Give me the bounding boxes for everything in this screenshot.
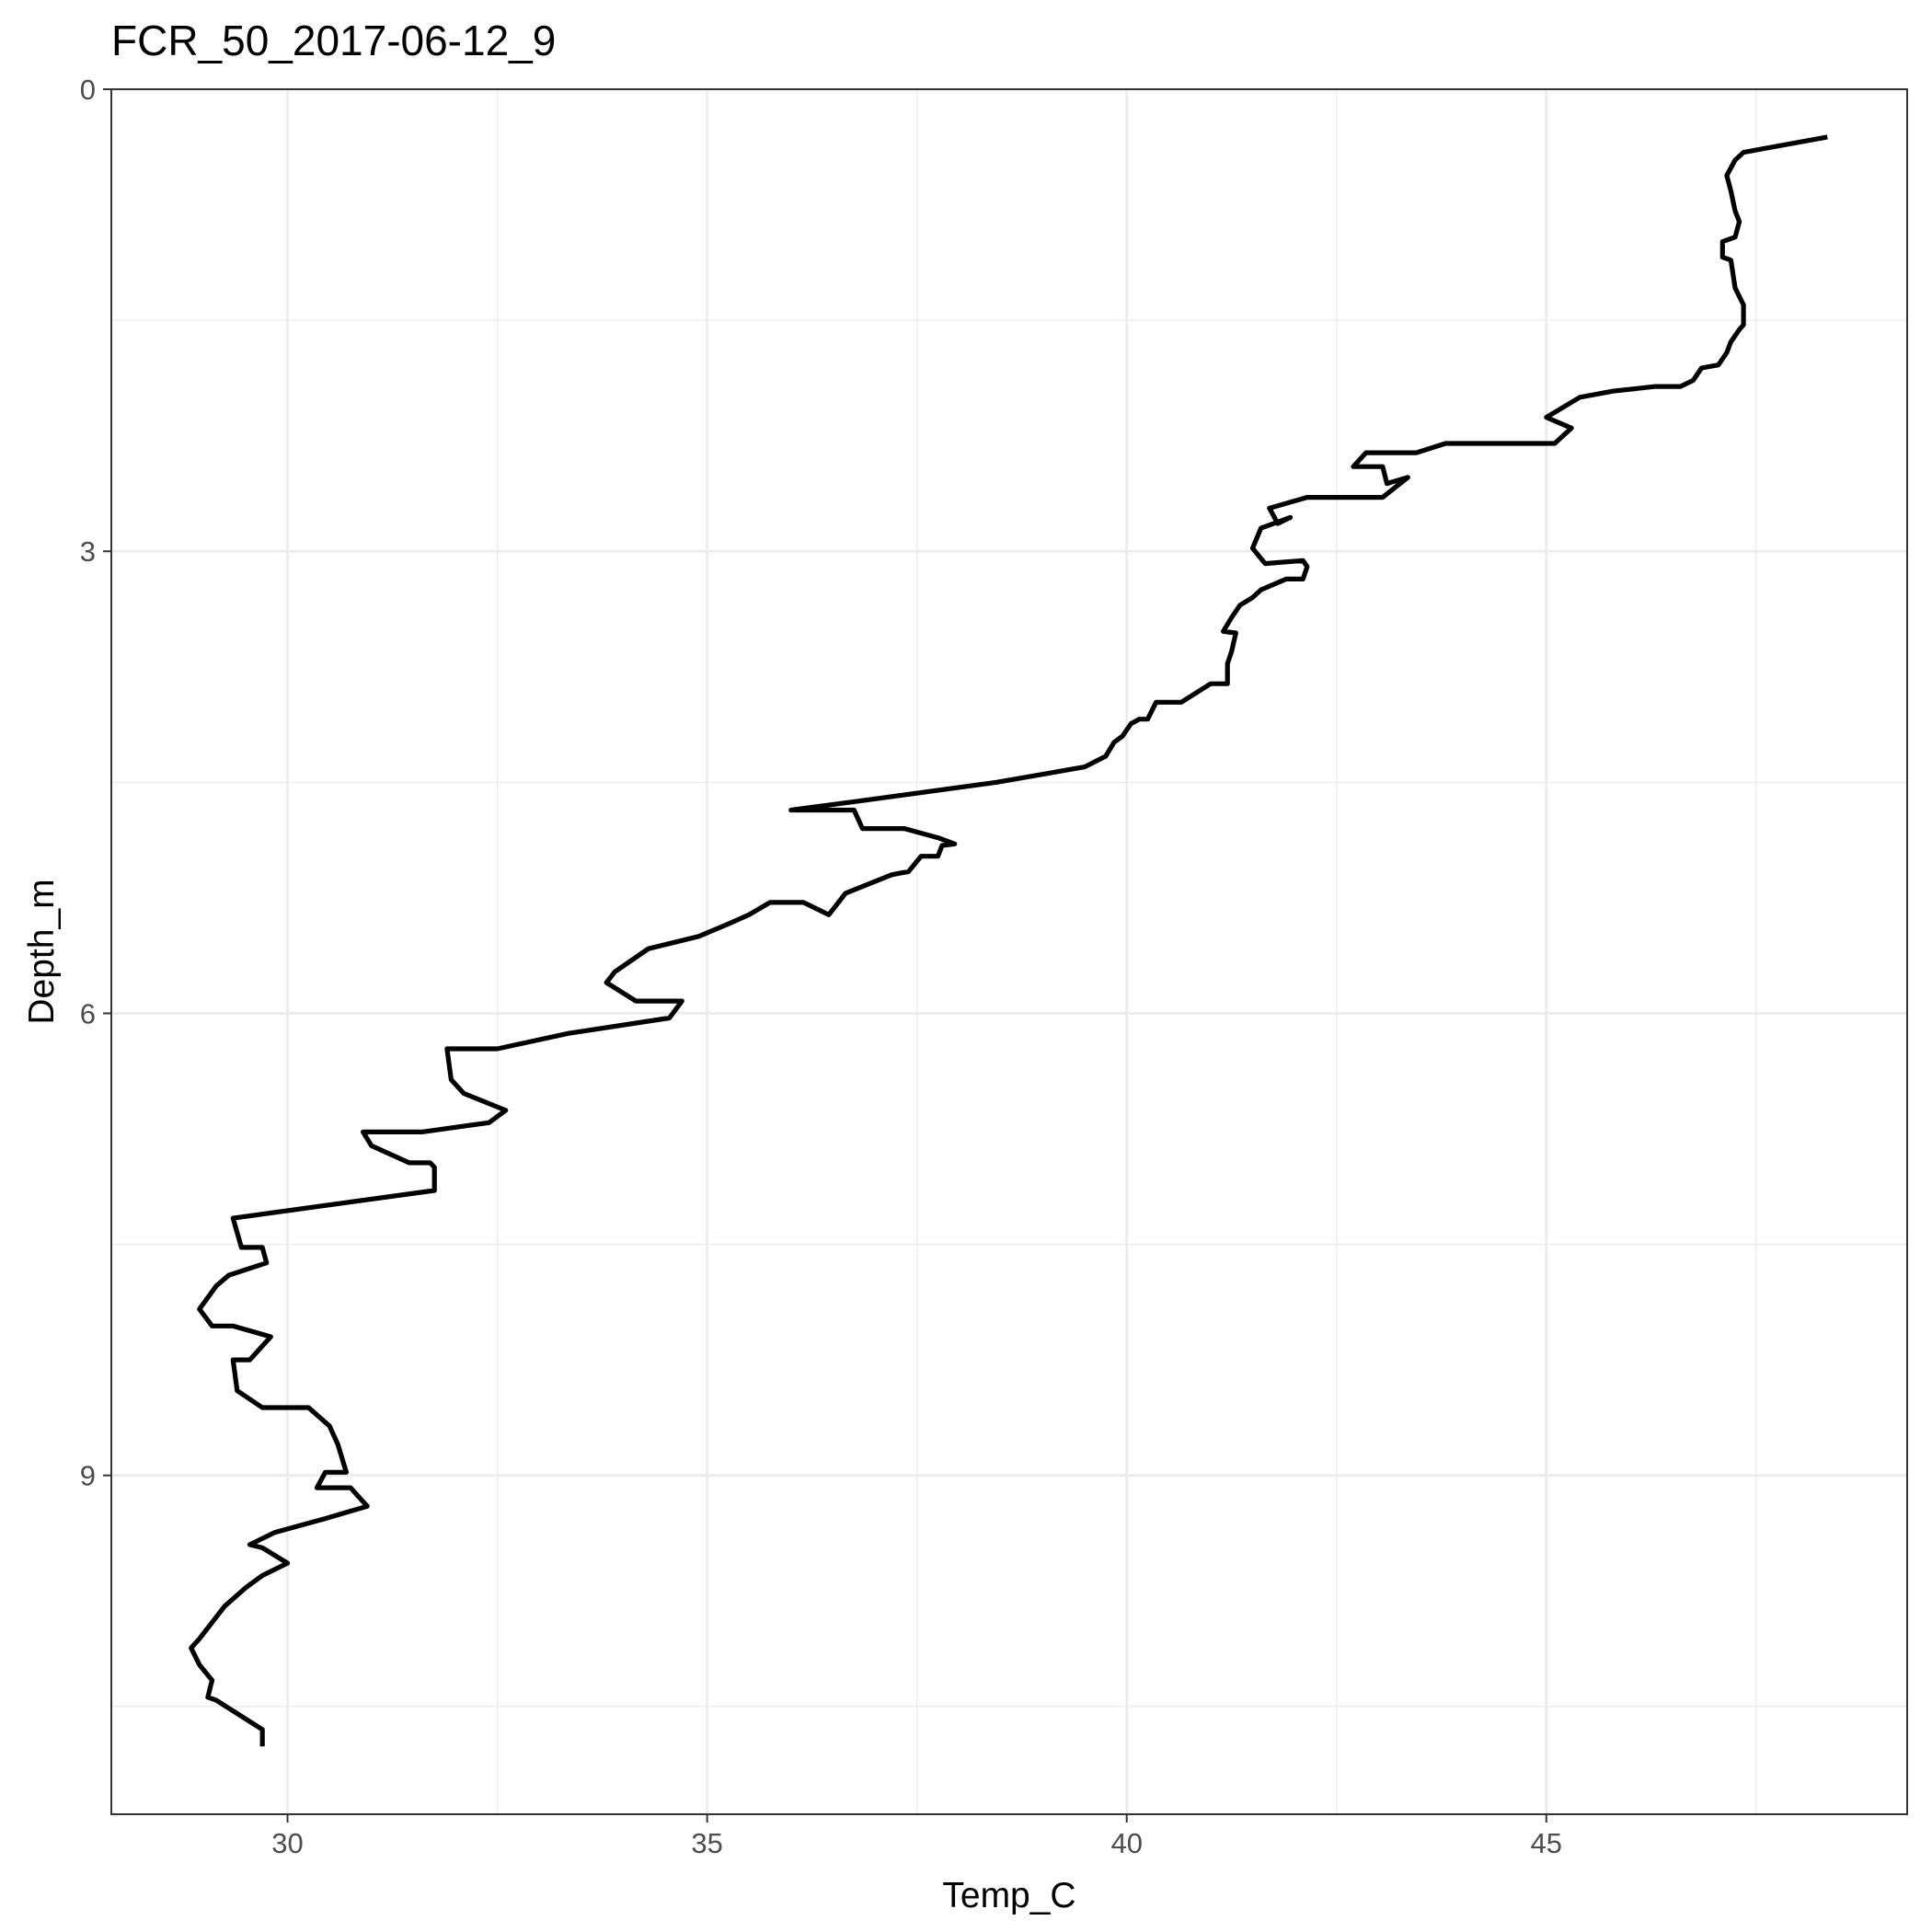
- grid-major: [111, 87, 1907, 1814]
- y-tick-label: 0: [80, 74, 96, 106]
- plot-panel: [111, 89, 1907, 1814]
- y-tick-label: 3: [80, 535, 96, 568]
- x-tick-label: 45: [1531, 1827, 1562, 1859]
- plot-border: [110, 88, 1908, 1815]
- y-tick-label: 6: [80, 997, 96, 1029]
- y-axis-title: Depth_m: [22, 879, 62, 1024]
- series-line: [189, 134, 1828, 1747]
- x-axis-title: Temp_C: [942, 1876, 1075, 1915]
- chart-title: FCR_50_2017-06-12_9: [111, 17, 556, 64]
- x-tick-label: 40: [1110, 1827, 1142, 1859]
- x-axis: 30 35 40 45: [271, 1814, 1562, 1859]
- x-tick-label: 35: [691, 1827, 722, 1859]
- y-axis: 0 3 6 9: [80, 74, 111, 1492]
- data-layer: [189, 134, 1828, 1747]
- x-tick-label: 30: [271, 1827, 303, 1859]
- y-tick-label: 9: [80, 1460, 96, 1492]
